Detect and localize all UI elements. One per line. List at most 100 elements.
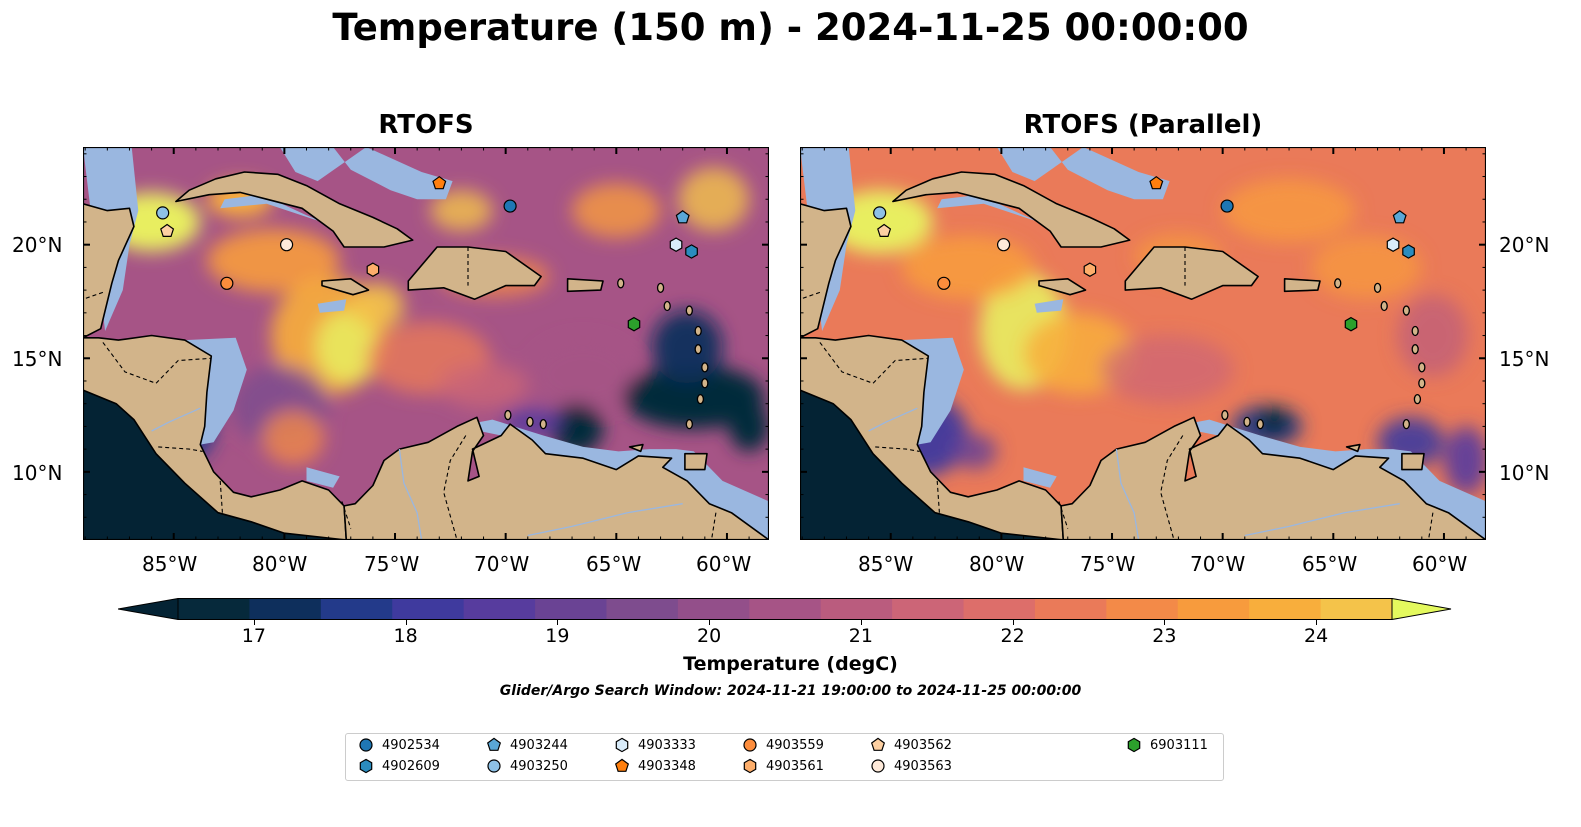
pacific-ocean xyxy=(800,390,1064,540)
colorbar-tick-mark xyxy=(1012,620,1014,625)
lon-tick-label: 65°W xyxy=(1302,552,1358,576)
river xyxy=(151,407,201,432)
colorbar-tick-mark xyxy=(557,620,559,625)
float-marker-4903244 xyxy=(486,737,502,751)
shelf-pedro xyxy=(317,299,347,313)
island xyxy=(685,418,693,430)
temperature-feature xyxy=(1443,426,1486,495)
land-jamaica xyxy=(1038,278,1087,296)
temperature-feature xyxy=(1222,178,1356,243)
float-marker-4903561 xyxy=(743,758,757,774)
float-marker-4903563 xyxy=(996,238,1011,252)
legend-marker-icon xyxy=(614,758,630,772)
legend-label: 4903244 xyxy=(510,737,568,753)
legend-marker-icon xyxy=(359,738,373,752)
colorbar-tick-label: 24 xyxy=(1304,625,1329,647)
land-yucatan xyxy=(83,147,135,339)
lon-tick-label: 85°W xyxy=(858,552,914,576)
country-border xyxy=(83,291,104,300)
lon-tick-label: 75°W xyxy=(364,552,420,576)
river xyxy=(1244,503,1400,537)
land-trinidad xyxy=(684,452,708,471)
temperature-feature xyxy=(439,362,528,409)
island xyxy=(701,362,709,373)
float-marker-4903333 xyxy=(615,737,629,753)
colorbar-frame xyxy=(177,598,1393,620)
legend-marker-icon xyxy=(615,737,629,753)
temperature-colorbar xyxy=(118,598,1452,620)
temperature-feature xyxy=(206,228,340,293)
figure-title: Temperature (150 m) - 2024-11-25 00:00:0… xyxy=(332,6,1249,49)
island xyxy=(1334,278,1342,289)
island xyxy=(1413,394,1422,405)
colorbar-bin xyxy=(463,598,536,620)
legend-item: 4903348 xyxy=(614,758,696,774)
map-frame-border xyxy=(83,147,769,540)
temperature-feature xyxy=(530,337,637,411)
float-marker-4903348 xyxy=(614,758,630,772)
country-border xyxy=(219,480,223,513)
float-marker-4903559 xyxy=(743,738,757,752)
legend-marker-icon xyxy=(359,758,373,774)
country-border xyxy=(710,512,717,540)
legend-marker-icon xyxy=(487,759,501,773)
colorbar-bin xyxy=(178,598,250,620)
shelf-nicaraguaNE xyxy=(306,467,340,488)
temperature-feature xyxy=(262,410,325,466)
country-border xyxy=(1160,435,1184,540)
legend-item: 6903111 xyxy=(1126,737,1208,753)
float-marker-6903111 xyxy=(1344,316,1358,332)
shelf-venezuelaShelf xyxy=(457,419,769,540)
float-marker-4903562 xyxy=(877,223,892,238)
temperature-feature xyxy=(1311,235,1422,300)
legend-label: 4903559 xyxy=(766,737,824,753)
legend-item: 4903244 xyxy=(486,737,568,753)
colorbar-bin xyxy=(606,598,679,620)
colorbar-bin xyxy=(820,598,893,620)
colorbar-bin xyxy=(892,598,965,620)
colorbar-bin xyxy=(392,598,465,620)
land-jamaica xyxy=(321,278,370,296)
float-marker-4902609 xyxy=(359,758,373,774)
search-window-text: Glider/Argo Search Window: 2024-11-21 19… xyxy=(499,683,1082,699)
colorbar-over-extend xyxy=(1391,598,1452,620)
temperature-feature xyxy=(651,310,723,384)
legend-label: 4903333 xyxy=(638,737,696,753)
float-marker-4903559 xyxy=(937,276,951,290)
float-marker-6903111 xyxy=(627,316,641,332)
island xyxy=(1418,378,1426,389)
country-border xyxy=(443,435,467,540)
land-hispaniola xyxy=(407,246,542,300)
land-southAm xyxy=(1060,416,1486,540)
shelf-cubaShelf xyxy=(937,194,1046,225)
lon-tick-label: 70°W xyxy=(474,552,530,576)
shelf-bahamas xyxy=(996,147,1170,200)
float-marker-4903333 xyxy=(1386,237,1400,252)
colorbar-bin xyxy=(1320,598,1393,620)
legend-label: 4903561 xyxy=(766,758,824,774)
map-rtofs xyxy=(83,147,769,540)
float-marker-4903561 xyxy=(366,262,380,277)
island xyxy=(701,378,709,389)
temperature-feature xyxy=(622,365,765,429)
lat-tick-label: 15°N xyxy=(12,347,63,371)
temperature-feature xyxy=(729,401,769,452)
colorbar-bin xyxy=(963,598,1036,620)
float-marker-4903250 xyxy=(156,206,170,220)
float-marker-4903244 xyxy=(1392,210,1407,224)
legend-item: 4903563 xyxy=(870,758,952,774)
land-trinidad xyxy=(1401,452,1425,471)
island xyxy=(685,305,693,316)
legend-label: 4903563 xyxy=(894,758,952,774)
pacific-ocean xyxy=(83,390,347,540)
colorbar-under-extend xyxy=(118,598,179,620)
colorbar-bin xyxy=(320,598,393,620)
float-marker-4903562 xyxy=(870,737,886,751)
lon-tick-label: 75°W xyxy=(1080,552,1136,576)
float-marker-4902609 xyxy=(685,244,698,259)
shelf-bahamas xyxy=(279,147,453,200)
float-marker-4902534 xyxy=(359,738,373,752)
lon-tick-label: 60°W xyxy=(696,552,752,576)
legend-item: 4902609 xyxy=(358,758,440,774)
land-puertoRico xyxy=(566,278,604,293)
